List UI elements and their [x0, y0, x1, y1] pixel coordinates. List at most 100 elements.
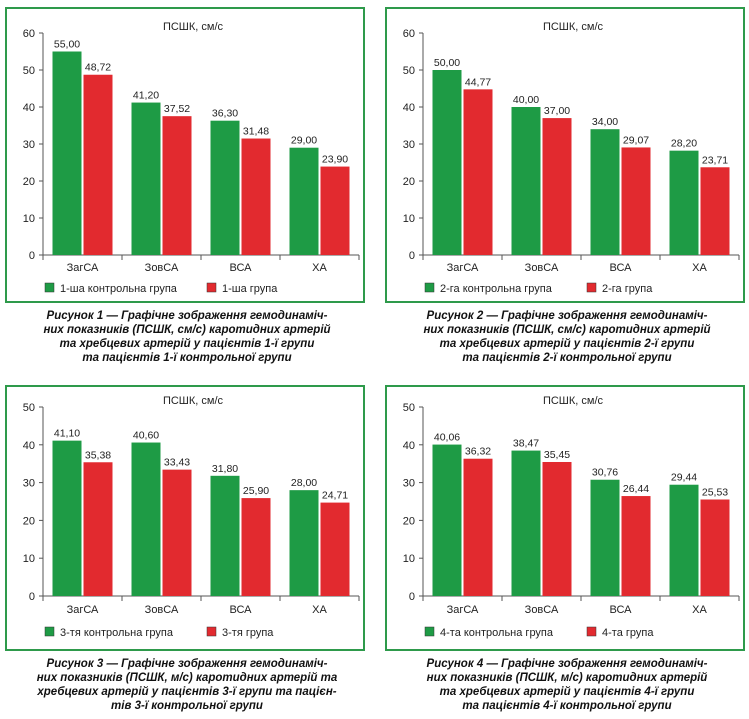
chart-title: ПСШК, см/с	[543, 21, 604, 33]
category-label: ЗагСА	[447, 262, 479, 274]
figure-caption: Рисунок 3 — Графічне зображення гемодина…	[5, 657, 369, 713]
legend-label: 3-тя контрольна група	[60, 627, 174, 639]
data-label: 41,20	[133, 90, 159, 102]
y-tick-label: 40	[23, 440, 35, 452]
y-tick-label: 50	[403, 402, 415, 414]
y-tick-label: 10	[403, 553, 415, 565]
data-label: 29,44	[671, 472, 697, 484]
category-label: ЗовСА	[525, 262, 559, 274]
caption-line: них показників (ПСШК, см/с) каротидних а…	[43, 324, 331, 336]
data-label: 23,90	[322, 154, 348, 166]
bar	[669, 150, 699, 255]
data-label: 24,71	[322, 490, 348, 502]
bar	[511, 450, 541, 596]
data-label: 30,76	[592, 467, 618, 479]
data-label: 23,71	[702, 154, 728, 166]
caption-line: Рисунок 3 — Графічне зображення гемодина…	[46, 658, 328, 670]
data-label: 35,45	[544, 449, 570, 461]
y-tick-label: 40	[23, 102, 35, 114]
figure-caption: Рисунок 2 — Графічне зображення гемодина…	[385, 309, 749, 365]
caption-line: та пацієнтів 1-ї контрольної групи	[82, 352, 292, 364]
data-label: 31,80	[212, 463, 238, 475]
data-label: 25,53	[702, 486, 728, 498]
y-tick-label: 10	[23, 213, 35, 225]
y-tick-label: 0	[409, 250, 415, 262]
bar	[162, 469, 192, 596]
bar	[52, 51, 82, 255]
category-label: ВСА	[229, 262, 252, 274]
bar	[83, 74, 113, 256]
data-label: 28,00	[291, 477, 317, 489]
category-label: ХА	[692, 604, 707, 616]
bar-chart-2: ПСШК, см/с 0 10 20 30 40 50 60 ЗагСА 50,00 44,77 Зо…	[403, 21, 740, 295]
bar	[542, 118, 572, 255]
data-label: 31,48	[243, 126, 269, 138]
data-label: 40,00	[513, 94, 539, 106]
bar	[700, 167, 730, 255]
category-label: ХА	[692, 262, 707, 274]
bar	[511, 107, 541, 255]
caption-line: хребцевих артерій у пацієнтів 3-ї групи …	[37, 686, 337, 698]
chart-frame: ПСШК, см/с 0 10 20 30 40 50 60 ЗагСА 55,00 48,72 Зо…	[5, 7, 365, 303]
legend-label: 1-ша група	[222, 283, 278, 295]
y-tick-label: 30	[23, 478, 35, 490]
bar	[590, 129, 620, 255]
bar	[131, 442, 161, 596]
category-label: ВСА	[609, 262, 632, 274]
bar	[210, 475, 240, 596]
y-tick-label: 0	[29, 591, 35, 603]
category-label: ЗагСА	[67, 262, 99, 274]
data-label: 41,10	[54, 428, 80, 440]
legend-swatch	[424, 282, 435, 293]
caption-line: та хребцевих артерій у пацієнтів 1-ї гру…	[59, 338, 315, 350]
chart-frame: ПСШК, см/с 0 10 20 30 40 50 ЗагСА 40,06 36,32 ЗовС…	[385, 385, 745, 651]
bar	[52, 440, 82, 596]
y-tick-label: 50	[23, 65, 35, 77]
legend-label: 1-ша контрольна група	[60, 283, 178, 295]
chart-frame: ПСШК, см/с 0 10 20 30 40 50 60 ЗагСА 50,00 44,77 Зо…	[385, 7, 745, 303]
data-label: 36,30	[212, 108, 238, 120]
chart-title: ПСШК, см/с	[163, 395, 224, 407]
caption-line: та пацієнтів 2-ї контрольної групи	[462, 352, 672, 364]
legend-swatch	[44, 626, 55, 637]
chart-title: ПСШК, см/с	[543, 395, 604, 407]
category-label: ВСА	[609, 604, 632, 616]
caption-line: тів 3-ї контрольної групи	[111, 700, 263, 712]
bar	[463, 89, 493, 255]
bar	[590, 479, 620, 596]
legend-label: 2-га група	[602, 283, 653, 295]
y-tick-label: 0	[29, 250, 35, 262]
data-label: 25,90	[243, 485, 269, 497]
bar	[432, 444, 462, 596]
y-tick-label: 30	[403, 478, 415, 490]
data-label: 44,77	[465, 76, 491, 88]
data-label: 40,60	[133, 430, 159, 442]
bar	[289, 147, 319, 255]
category-label: ХА	[312, 262, 327, 274]
caption-line: та пацієнтів 4-ї контрольної групи	[462, 700, 672, 712]
caption-line: них показників (ПСШК, м/с) каротидних ар…	[36, 672, 338, 684]
legend-swatch	[586, 626, 597, 637]
data-label: 50,00	[434, 57, 460, 69]
caption-line: Рисунок 1 — Графічне зображення гемодина…	[46, 310, 328, 322]
bar	[700, 499, 730, 596]
bar	[289, 490, 319, 596]
data-label: 38,47	[513, 438, 539, 450]
data-label: 29,07	[623, 134, 649, 146]
y-tick-label: 30	[403, 139, 415, 151]
caption-line: Рисунок 4 — Графічне зображення гемодина…	[426, 658, 708, 670]
legend-swatch	[424, 626, 435, 637]
data-label: 37,00	[544, 105, 570, 117]
bar	[463, 458, 493, 596]
y-tick-label: 20	[403, 176, 415, 188]
y-tick-label: 40	[403, 440, 415, 452]
data-label: 26,44	[623, 483, 649, 495]
legend-label: 4-та контрольна група	[440, 627, 554, 639]
data-label: 29,00	[291, 135, 317, 147]
y-tick-label: 60	[403, 28, 415, 40]
y-tick-label: 30	[23, 139, 35, 151]
legend-swatch	[44, 282, 55, 293]
bar	[210, 120, 240, 255]
category-label: ЗагСА	[67, 604, 99, 616]
bar-chart-4: ПСШК, см/с 0 10 20 30 40 50 ЗагСА 40,06 36,32 ЗовС…	[403, 395, 740, 639]
